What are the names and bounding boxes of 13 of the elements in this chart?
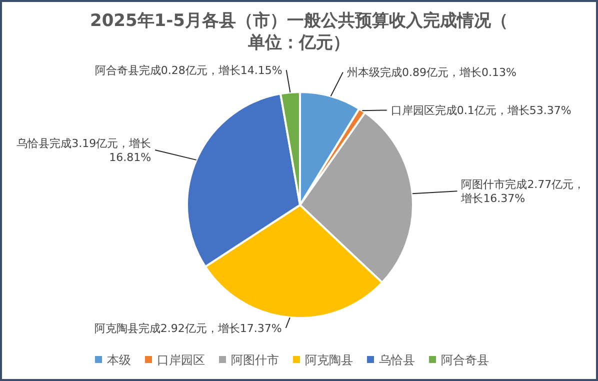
legend-label: 阿克陶县 [305,353,353,367]
data-label: 乌恰县完成3.19亿元，增长16.81% [16,136,152,164]
data-label: 州本级完成0.89亿元，增长0.13% [346,66,516,80]
legend-label: 阿合奇县 [441,353,489,367]
legend-label: 阿图什市 [231,353,279,367]
legend-label: 本级 [107,353,131,367]
data-label: 口岸园区完成0.1亿元，增长53.37% [390,104,572,118]
data-label: 阿克陶县完成2.92亿元，增长17.37% [94,322,282,335]
data-label: 阿图什市完成2.77亿元，增长16.37% [460,178,585,206]
legend-label: 口岸园区 [157,353,205,367]
chart-title: 2025年1-5月各县（市）一般公共预算收入完成情况（单位：亿元） [90,11,508,53]
data-label: 阿合奇县完成0.28亿元，增长14.15% [94,64,282,77]
legend-label: 乌恰县 [379,353,415,367]
